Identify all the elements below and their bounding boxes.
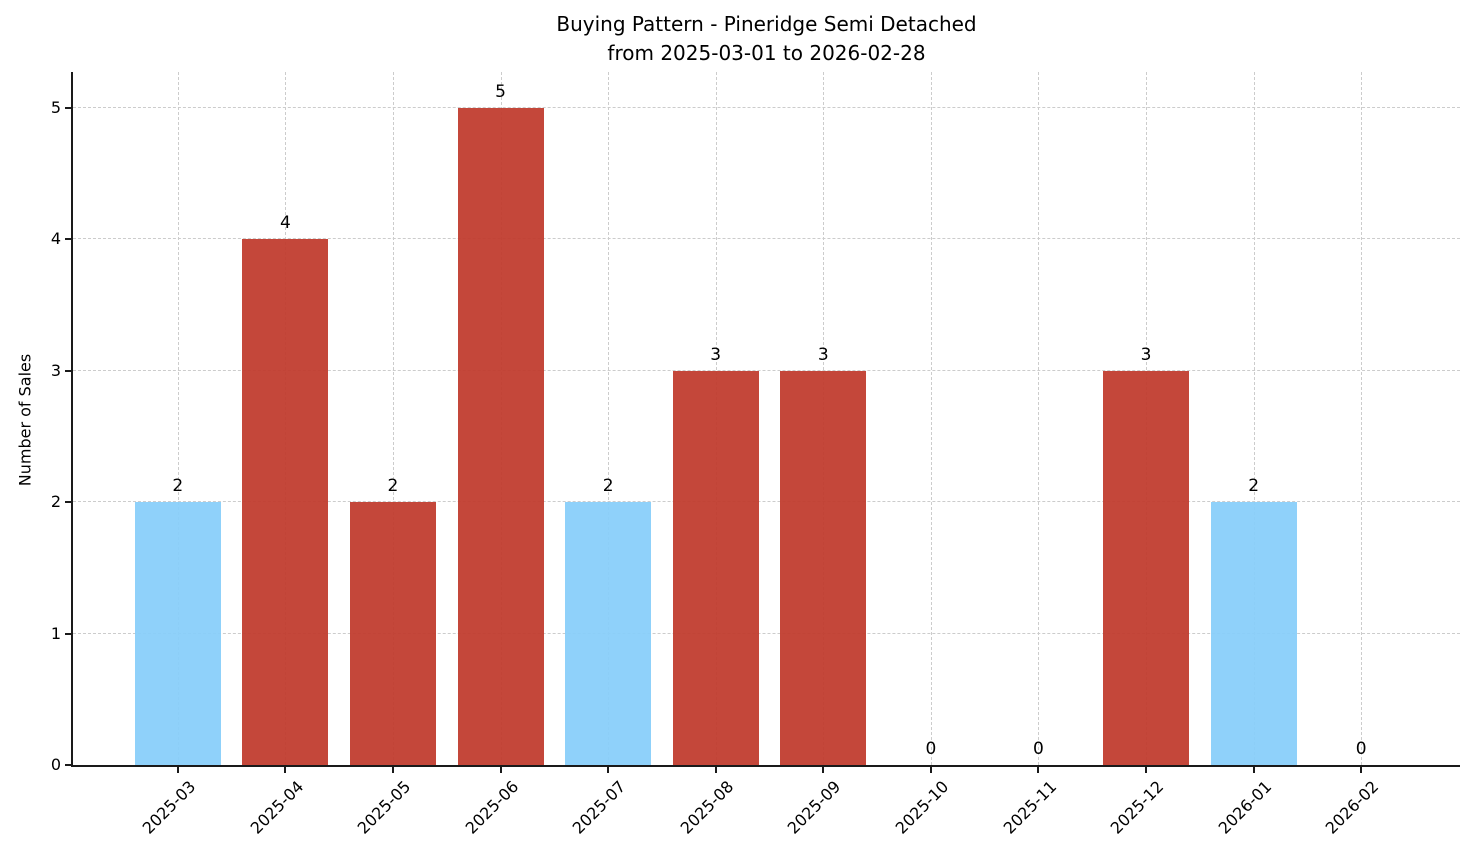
y-tick-label: 0 [50,755,61,774]
x-tick-label-text: 2025-06 [461,777,522,838]
bar [457,107,544,765]
x-tick-mark [929,765,932,773]
x-tick-mark [1360,765,1363,773]
h-gridline [73,501,1460,503]
bar-value-label: 3 [1140,344,1152,365]
x-axis-spine [71,765,1460,767]
h-gridline [73,632,1460,634]
bar [672,370,759,765]
y-tick-mark [65,106,73,109]
v-gridline [1253,72,1255,765]
h-gridline [73,106,1460,108]
bar-value-label: 2 [602,476,614,497]
x-tick-label-text: 2025-07 [568,777,630,838]
v-gridline [392,72,394,765]
x-tick-label-text: 2025-03 [138,777,200,838]
bar [134,502,221,765]
h-gridline [73,238,1460,240]
bar-value-label: 2 [1248,476,1260,497]
x-tick-mark [1037,765,1040,773]
x-tick-label-text: 2026-01 [1214,777,1276,838]
bar [780,370,867,765]
y-tick-label: 3 [50,360,61,380]
plot-area: 0 1 2 3 4 5 2 2025-03 4 2025-04 2 2025-05 5 2025-06 2 2… [51,72,1460,838]
bar [565,502,652,765]
v-gridline [608,72,610,765]
y-tick-label: 2 [50,492,61,512]
x-tick-mark [284,765,287,773]
y-tick-label: 5 [50,97,61,117]
y-axis-label: Number of Sales [15,353,35,487]
bar-value-label: 0 [1355,739,1367,759]
y-tick-mark [65,501,73,504]
y-tick-mark [65,764,73,766]
bar-value-label: 2 [172,476,184,497]
chart-title: Buying Pattern - Pineridge Semi Detached… [73,10,1460,68]
bar-value-label: 2 [387,476,399,497]
bar-value-label: 0 [925,739,937,759]
x-tick-mark [822,765,825,773]
bar-value-label: 5 [495,81,506,102]
x-tick-mark [391,765,394,773]
x-tick-mark [607,765,610,773]
bar [349,502,436,765]
x-tick-mark [176,765,179,773]
x-tick-mark [1145,765,1148,773]
x-tick-mark [499,765,502,773]
x-tick-label-text: 2025-10 [891,777,953,838]
x-tick-mark [1252,765,1255,773]
x-tick-label-text: 2025-08 [676,777,738,838]
x-tick-label-text: 2025-11 [999,777,1060,838]
x-tick-mark [714,765,717,773]
y-tick-label: 1 [50,623,61,643]
v-gridline [177,72,179,765]
v-gridline [1361,72,1363,765]
bar [242,239,329,765]
bar-value-label: 4 [279,213,291,234]
bar-value-label: 0 [1033,739,1044,759]
y-axis-spine [71,72,73,765]
y-tick-mark [65,238,73,241]
h-gridline [73,369,1460,371]
y-tick-label: 4 [50,229,61,249]
x-tick-label-text: 2025-09 [784,777,845,838]
y-tick-mark [65,632,73,635]
x-tick-label-text: 2026-02 [1321,777,1383,838]
y-tick-mark [65,369,73,372]
bar-value-label: 3 [817,344,829,365]
v-gridline [930,72,932,765]
bar [1103,370,1190,765]
x-tick-label-text: 2025-12 [1106,777,1168,838]
x-tick-label-text: 2025-05 [353,777,415,838]
chart-title-line1: Buying Pattern - Pineridge Semi Detached [556,12,977,36]
x-tick-label-text: 2025-04 [246,777,307,838]
chart-title-line2: from 2025-03-01 to 2026-02-28 [607,41,926,65]
bar [1210,502,1297,765]
bar-value-label: 3 [710,344,722,365]
v-gridline [1038,72,1040,765]
